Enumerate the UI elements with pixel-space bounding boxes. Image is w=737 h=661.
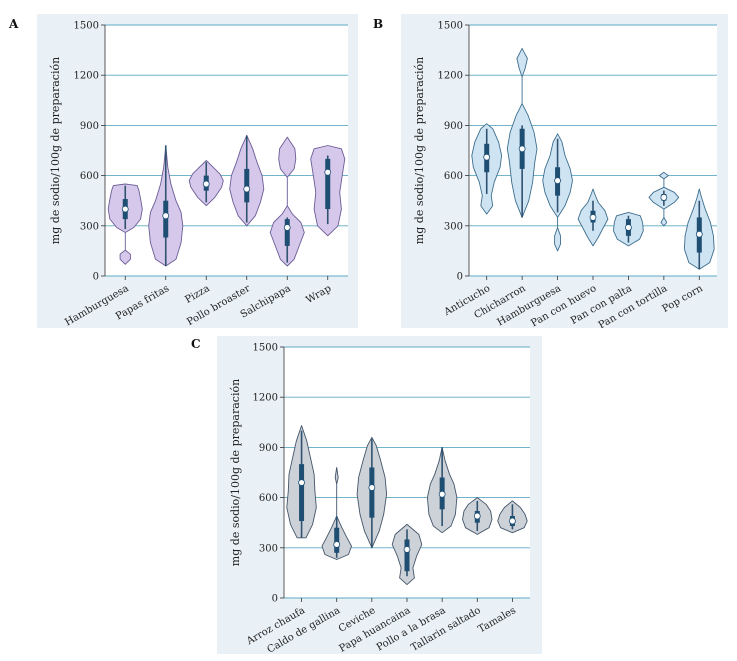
violin-median-point	[660, 193, 668, 201]
x-tick-label: Pop corn	[661, 283, 706, 315]
violin-hamburguesa	[107, 183, 143, 265]
violin-iqr-box	[325, 158, 331, 210]
y-tick-label: 0	[457, 272, 463, 283]
y-tick-label: 1200	[253, 393, 278, 404]
violin-median-point	[333, 541, 341, 548]
violin-median-point	[368, 484, 376, 491]
violin-salchipapa	[269, 136, 305, 267]
y-tick-label: 900	[444, 121, 463, 132]
violin-median-point	[554, 177, 561, 185]
violin-iqr-box	[404, 539, 410, 572]
violin-median-point	[298, 479, 305, 486]
y-tick-label: 900	[259, 443, 278, 454]
violin-median-point	[283, 224, 291, 231]
violin-anticucho	[471, 123, 503, 215]
violin-tallarin-saltado	[462, 497, 493, 535]
violin-ceviche	[356, 436, 388, 549]
y-tick-label: 1500	[74, 21, 99, 32]
x-tick-label: Tamales	[476, 605, 517, 635]
violin-body	[269, 136, 305, 267]
y-tick-label: 0	[272, 594, 278, 605]
chart-panel-a: 0 300 600 900 1200 1500 mg de sodio/100g de pr…	[37, 14, 358, 328]
violin-iqr-box	[334, 527, 340, 553]
y-tick-label: 900	[80, 121, 99, 132]
y-axis-title: mg de sodio/100g de preparación	[49, 57, 62, 244]
y-tick-label: 600	[80, 171, 99, 182]
violin-median-point	[473, 512, 481, 520]
x-tick-label: Pizza	[183, 283, 211, 306]
violin-median-point	[403, 546, 411, 553]
violin-pan-con-huevo	[577, 188, 609, 247]
chart-panel-b: 0 300 600 900 1200 1500 mg de sodio/100g de pr…	[401, 14, 728, 328]
violin-median-point	[625, 224, 632, 231]
y-tick-label: 600	[259, 493, 278, 504]
violin-median-point	[324, 168, 332, 176]
y-tick-label: 0	[93, 272, 99, 283]
violin-pop-corn	[683, 188, 715, 270]
violin-median-point	[509, 517, 516, 525]
violin-median-point	[202, 180, 210, 188]
y-tick-label: 1200	[438, 71, 463, 82]
y-tick-label: 1500	[253, 343, 278, 354]
y-tick-label: 1500	[438, 21, 463, 32]
violin-pan-con-palta	[613, 211, 644, 247]
panel-label-c: C	[191, 337, 201, 351]
y-tick-label: 600	[444, 171, 463, 182]
violin-papa-huancaina	[391, 523, 423, 586]
violin-median-point	[162, 212, 170, 220]
violin-tamales	[497, 500, 528, 534]
violin-median-point	[518, 145, 526, 153]
x-tick-label: Wrap	[304, 283, 333, 306]
violin-chart-b: 0 300 600 900 1200 1500 mg de sodio/100g de pr…	[413, 21, 717, 328]
panel-label-b: B	[373, 17, 384, 31]
y-tick-label: 300	[444, 221, 463, 232]
violin-chicharron	[506, 47, 538, 218]
violin-chart-a: 0 300 600 900 1200 1500 mg de sodio/100g de pr…	[49, 21, 348, 328]
violin-pollo-broaster	[229, 134, 265, 227]
violin-median-point	[438, 490, 446, 498]
violin-caldo-de-gallina	[321, 467, 352, 560]
violin-body	[321, 467, 352, 560]
y-tick-label: 300	[80, 221, 99, 232]
violin-median-point	[483, 153, 491, 161]
violin-arroz-chaufa	[286, 425, 317, 539]
violin-iqr-box	[284, 219, 290, 246]
y-axis-title: mg de sodio/100g de preparación	[413, 57, 426, 244]
violin-papas-fritas	[148, 145, 184, 267]
violin-pizza	[188, 160, 224, 207]
y-tick-label: 1200	[74, 71, 99, 82]
violin-wrap	[310, 145, 346, 237]
violin-pollo-a-la-brasa	[426, 446, 458, 534]
y-tick-label: 300	[259, 543, 278, 554]
violin-pan-con-tortilla	[648, 171, 680, 227]
violin-median-point	[243, 185, 251, 193]
violin-median-point	[695, 230, 703, 238]
panel-label-a: A	[9, 17, 19, 31]
violin-iqr-box	[299, 464, 305, 522]
plot-area	[105, 25, 348, 276]
violin-hamburguesa	[542, 133, 573, 252]
violin-iqr-box	[369, 467, 375, 518]
chart-panel-c: 0 300 600 900 1200 1500 mg de sodio/100g de pr…	[217, 336, 542, 654]
violin-chart-c: 0 300 600 900 1200 1500 mg de sodio/100g de pr…	[229, 343, 530, 654]
y-axis-title: mg de sodio/100g de preparación	[229, 379, 242, 566]
violin-median-point	[589, 214, 597, 221]
violin-median-point	[121, 205, 129, 213]
